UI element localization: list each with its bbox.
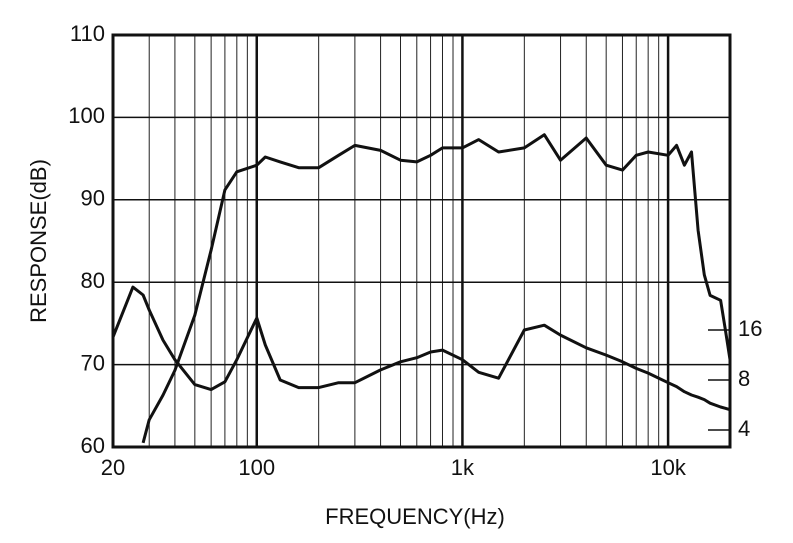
y2-tick-label: 4 [738, 416, 750, 441]
x-tick-label: 1k [451, 455, 475, 480]
y-tick-label: 70 [81, 350, 105, 375]
x-tick-label: 20 [101, 455, 125, 480]
y-tick-label: 60 [81, 433, 105, 458]
plot-frame [111, 33, 732, 449]
y-tick-label: 100 [68, 103, 105, 128]
y-tick-label: 80 [81, 268, 105, 293]
y-tick-label: 110 [70, 21, 105, 46]
x-tick-label: 100 [238, 455, 275, 480]
series-line [141, 133, 732, 444]
series-line [111, 285, 731, 412]
x-tick-label: 10k [650, 455, 686, 480]
x-axis-title: FREQUENCY(Hz) [325, 504, 505, 529]
y-tick-label: 90 [81, 186, 105, 211]
y2-tick-label: 16 [738, 316, 762, 341]
y2-tick-label: 8 [738, 366, 750, 391]
y-axis-title: RESPONSE(dB) [26, 159, 51, 323]
